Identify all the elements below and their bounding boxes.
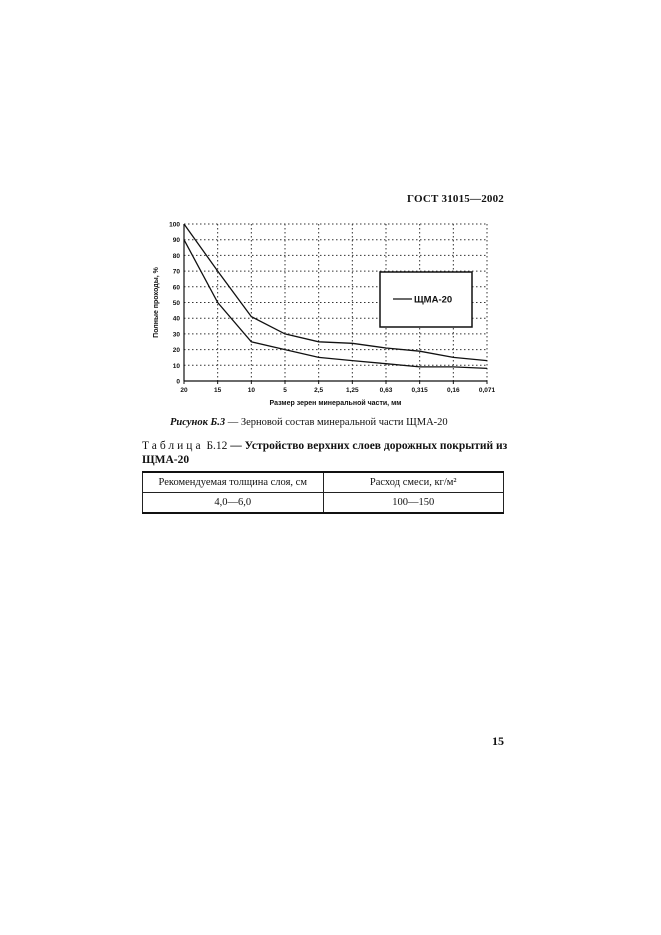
legend-label: ЩМА-20 bbox=[414, 295, 452, 306]
x-tick-label: 0,63 bbox=[380, 387, 393, 394]
figure-caption: Рисунок Б.3 — Зерновой состав минерально… bbox=[170, 417, 490, 428]
y-tick-label: 80 bbox=[173, 253, 181, 260]
y-tick-label: 10 bbox=[173, 363, 181, 370]
x-tick-label: 10 bbox=[248, 387, 256, 394]
y-tick-label: 0 bbox=[176, 379, 180, 386]
table-cell: 4,0—6,0 bbox=[142, 492, 324, 514]
x-tick-label: 20 bbox=[180, 387, 188, 394]
x-tick-label: 2,5 bbox=[314, 387, 323, 394]
table-header-cell: Расход смеси, кг/м² bbox=[322, 471, 504, 493]
y-tick-label: 50 bbox=[173, 300, 181, 307]
x-tick-label: 15 bbox=[214, 387, 222, 394]
table-title-prefix: Таблица bbox=[142, 440, 204, 452]
x-tick-label: 1,25 bbox=[346, 387, 359, 394]
table-header-cell: Рекомендуемая толщина слоя, см bbox=[142, 471, 324, 493]
document-header: ГОСТ 31015—2002 bbox=[407, 193, 504, 205]
table-title-number: Б.12 bbox=[206, 440, 228, 452]
y-tick-label: 30 bbox=[173, 331, 181, 338]
y-tick-label: 90 bbox=[173, 237, 181, 244]
y-axis-label: Полные проходы, % bbox=[153, 266, 160, 337]
x-tick-label: 0,071 bbox=[479, 387, 496, 394]
y-tick-label: 60 bbox=[173, 284, 181, 291]
y-tick-label: 20 bbox=[173, 347, 181, 354]
caption-label: Рисунок Б.3 bbox=[170, 417, 226, 428]
series-line-2 bbox=[183, 239, 488, 370]
x-tick-label: 0,315 bbox=[412, 387, 429, 394]
x-tick-label: 0,16 bbox=[447, 387, 460, 394]
data-table: Рекомендуемая толщина слоя, см Расход см… bbox=[142, 471, 504, 514]
table-header-row: Рекомендуемая толщина слоя, см Расход см… bbox=[142, 471, 504, 493]
chart-svg: 0 10 20 30 40 50 60 70 80 90 100 20 15 10 5 2,5 1,25 0,63… bbox=[153, 222, 496, 408]
table-row: 4,0—6,0 100—150 bbox=[142, 492, 504, 514]
table-title-dash: — bbox=[230, 440, 242, 452]
table-title-text: Устройство верхних слоев дорожных покрыт… bbox=[142, 440, 508, 466]
table-title: Таблица Б.12 — Устройство верхних слоев … bbox=[142, 439, 512, 467]
y-tick-label: 70 bbox=[173, 269, 181, 276]
y-tick-label: 100 bbox=[169, 222, 180, 229]
chart: 0 10 20 30 40 50 60 70 80 90 100 20 15 10 5 2,5 1,25 0,63… bbox=[146, 214, 506, 414]
caption-dash: — bbox=[227, 417, 239, 428]
x-axis-label: Размер зерен минеральной части, мм bbox=[270, 399, 402, 407]
caption-text: Зерновой состав минеральной части ЩМА-20 bbox=[240, 417, 448, 428]
x-tick-label: 5 bbox=[283, 387, 287, 394]
page-number: 15 bbox=[492, 734, 504, 748]
y-tick-label: 40 bbox=[173, 316, 181, 323]
series-line-1 bbox=[183, 223, 488, 362]
table-cell: 100—150 bbox=[322, 492, 504, 514]
